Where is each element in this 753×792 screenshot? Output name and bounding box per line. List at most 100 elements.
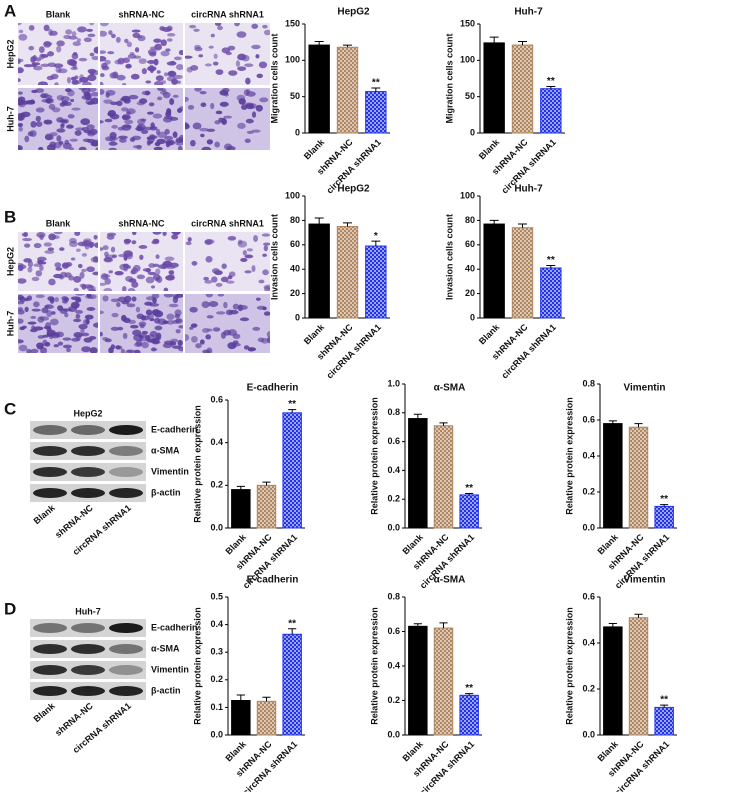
cell — [167, 32, 176, 37]
cell — [100, 30, 108, 37]
cell — [73, 332, 83, 338]
cell — [192, 122, 202, 130]
cell — [149, 51, 157, 57]
cell — [65, 29, 72, 35]
cell — [29, 99, 35, 104]
cell — [148, 64, 154, 72]
bar — [540, 267, 562, 319]
cell — [18, 23, 22, 26]
cell — [57, 341, 64, 346]
cell — [76, 248, 81, 252]
cell — [77, 241, 87, 247]
cell — [23, 64, 34, 68]
panel-label: C — [4, 399, 16, 418]
x-tick-label: Blank — [302, 136, 327, 161]
chart-title: E-cadherin — [247, 383, 299, 394]
cell — [70, 98, 75, 103]
cell — [185, 334, 190, 342]
cell — [191, 335, 198, 343]
cell — [145, 80, 152, 84]
cell — [74, 130, 82, 136]
error-bar — [439, 622, 448, 629]
cell — [138, 58, 147, 64]
cell — [48, 278, 56, 286]
cell — [140, 118, 147, 122]
cell — [55, 267, 63, 271]
y-axis-label: Migration cells count — [269, 33, 279, 123]
y-tick-label: 20 — [465, 288, 475, 298]
cell — [141, 341, 149, 349]
cell — [141, 68, 147, 75]
micrograph — [185, 88, 270, 150]
cell — [56, 40, 65, 47]
cell — [228, 70, 238, 76]
cell — [120, 348, 126, 353]
protein-label: Vimentin — [151, 466, 189, 476]
cell — [205, 256, 213, 263]
blot-band — [109, 623, 143, 633]
error-bar — [314, 217, 324, 225]
chart-title: Huh-7 — [514, 184, 543, 195]
cell — [31, 89, 38, 94]
cell — [90, 91, 98, 97]
cell — [87, 33, 96, 38]
cell — [111, 33, 116, 39]
blot-band — [33, 623, 67, 633]
cell — [143, 126, 153, 131]
y-tick-label: 0.2 — [210, 480, 223, 490]
cell — [262, 269, 269, 276]
cell — [251, 44, 261, 50]
cell — [167, 141, 173, 146]
cell — [48, 103, 56, 110]
significance: ** — [372, 78, 380, 89]
cell — [252, 326, 261, 331]
cell — [154, 325, 163, 331]
cell — [38, 146, 44, 150]
cell — [30, 121, 37, 128]
cell — [215, 69, 224, 75]
cell — [237, 122, 246, 129]
cell — [116, 74, 126, 81]
cell — [148, 102, 155, 107]
y-tick-label: 80 — [465, 215, 475, 225]
bar — [433, 425, 454, 529]
row-label: HepG2 — [5, 247, 15, 276]
y-tick-label: 0.0 — [387, 729, 400, 739]
cell — [155, 254, 160, 259]
cell — [24, 135, 30, 143]
cell — [22, 237, 32, 242]
cell — [246, 248, 254, 252]
bar — [256, 484, 277, 529]
cell — [226, 280, 235, 284]
cell — [103, 274, 111, 278]
cell — [221, 263, 227, 269]
y-axis-label: Relative protein expression — [192, 405, 202, 523]
cell — [122, 332, 128, 340]
cell — [151, 294, 160, 299]
cell — [59, 102, 66, 107]
blot-band — [71, 644, 105, 654]
cell — [172, 232, 181, 236]
cell — [105, 89, 116, 96]
significance: * — [374, 231, 378, 242]
cell — [26, 295, 33, 301]
y-axis-label: Relative protein expression — [369, 397, 379, 515]
cell — [69, 138, 78, 142]
cell — [35, 107, 45, 113]
cell — [237, 66, 247, 71]
cell — [100, 331, 103, 337]
cell — [56, 45, 62, 53]
cell — [201, 301, 210, 309]
cell — [216, 311, 226, 315]
cell — [43, 326, 52, 330]
cell — [236, 31, 247, 38]
cell — [54, 262, 62, 268]
error-bar — [660, 504, 669, 507]
cell — [43, 119, 53, 125]
cell — [47, 247, 55, 251]
cell — [102, 336, 109, 341]
cell — [62, 142, 72, 150]
cell — [68, 275, 75, 281]
cell — [122, 285, 127, 291]
cell — [89, 23, 95, 26]
